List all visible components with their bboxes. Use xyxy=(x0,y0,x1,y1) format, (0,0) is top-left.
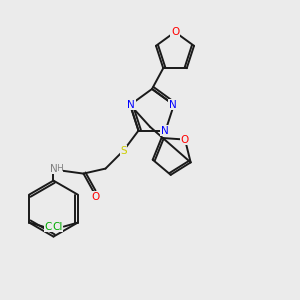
Text: O: O xyxy=(171,27,179,37)
Text: N: N xyxy=(127,100,135,110)
Text: N: N xyxy=(50,164,57,174)
Text: O: O xyxy=(92,192,100,202)
Text: Cl: Cl xyxy=(52,222,63,232)
Text: N: N xyxy=(169,100,177,110)
Text: N: N xyxy=(160,126,168,136)
Text: O: O xyxy=(181,135,189,145)
Text: H: H xyxy=(56,164,63,173)
Text: Cl: Cl xyxy=(44,222,54,232)
Text: S: S xyxy=(120,146,127,156)
